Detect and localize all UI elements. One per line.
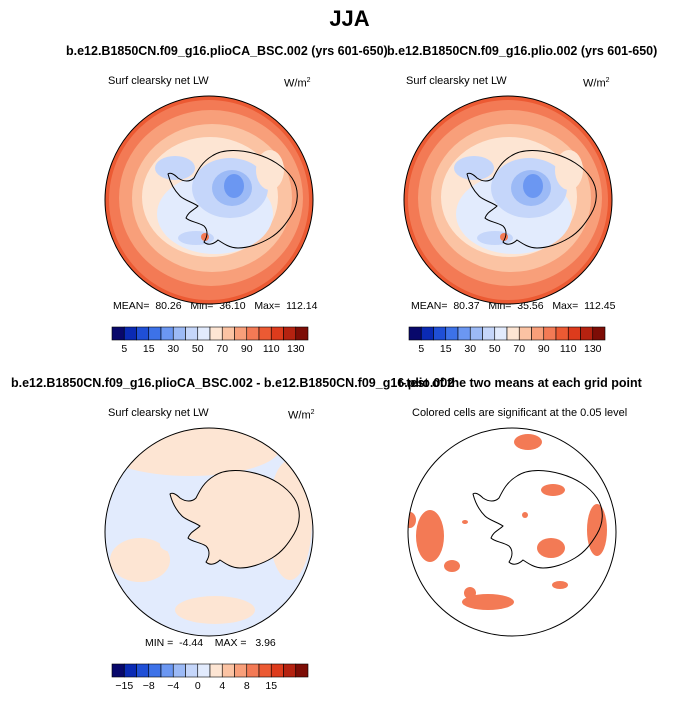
- colorbar-swatch: [185, 326, 199, 341]
- colorbar-tick-label: 50: [489, 343, 501, 355]
- colorbar-swatch: [209, 326, 223, 341]
- colorbar-swatch: [123, 663, 137, 678]
- colorbar-swatch: [197, 663, 211, 678]
- colorbar-swatch: [209, 663, 223, 678]
- colorbar-swatch: [221, 663, 235, 678]
- colorbar-swatch: [123, 326, 137, 341]
- stats-bottom-left: MIN = -4.44 MAX = 3.96: [145, 637, 276, 649]
- colorbar-swatch: [543, 326, 557, 341]
- colorbar-swatch: [197, 326, 211, 341]
- colorbar-swatch: [433, 326, 447, 341]
- colorbar-top-left: 5 15 30 50 70 90 110 130: [111, 326, 309, 355]
- colorbar-swatch: [270, 663, 284, 678]
- panel-title-top-left: b.e12.B1850CN.f09_g16.plioCA_BSC.002 (yr…: [66, 44, 388, 58]
- colorbar-top-right: 5 15 30 50 70 90 110 130: [408, 326, 606, 355]
- panel-title-bottom-right: t-test of the two means at each grid poi…: [398, 376, 642, 390]
- colorbar-swatch: [234, 663, 248, 678]
- colorbar-tick-label: 15: [440, 343, 452, 355]
- colorbar-swatch: [136, 663, 150, 678]
- colorbar-swatch: [148, 663, 162, 678]
- colorbar-swatch: [531, 326, 545, 341]
- subtitle-bottom-right: Colored cells are significant at the 0.0…: [412, 407, 628, 419]
- colorbar-tick-label: 90: [538, 343, 550, 355]
- colorbar-swatch: [295, 326, 309, 341]
- colorbar-swatch: [111, 663, 125, 678]
- colorbar-tick-label: −8: [143, 680, 155, 692]
- colorbar-swatch: [246, 663, 260, 678]
- panel-title-top-right: b.e12.B1850CN.f09_g16.plio.002 (yrs 601-…: [387, 44, 658, 58]
- colorbar-swatch: [246, 326, 260, 341]
- colorbar-swatch: [518, 326, 532, 341]
- colorbar-swatch: [567, 326, 581, 341]
- colorbar-tick-label: 90: [241, 343, 253, 355]
- colorbar-tick-label: 5: [121, 343, 127, 355]
- units-top-left: W/m2: [284, 77, 311, 90]
- figure-title: JJA: [329, 6, 370, 31]
- colorbar-swatch: [420, 326, 434, 341]
- subtitle-bottom-left: Surf clearsky net LW: [108, 407, 209, 419]
- subtitle-top-right: Surf clearsky net LW: [406, 75, 507, 87]
- colorbar-tick-label: 70: [216, 343, 228, 355]
- colorbar-tick-label: 30: [464, 343, 476, 355]
- colorbar-swatch: [136, 326, 150, 341]
- colorbar-tick-label: 130: [584, 343, 602, 355]
- colorbar-swatch: [408, 326, 422, 341]
- colorbar-swatch: [148, 326, 162, 341]
- stat-max: 112.45: [584, 300, 616, 312]
- colorbar-tick-label: 15: [265, 680, 277, 692]
- colorbar-swatch: [172, 663, 186, 678]
- colorbar-tick-label: −15: [115, 680, 133, 692]
- colorbar-bottom-left: −15 −8 −4 0 4 8 15: [111, 663, 309, 692]
- colorbar-swatch: [494, 326, 508, 341]
- colorbar-swatch: [580, 326, 594, 341]
- colorbar-swatch: [258, 326, 272, 341]
- units-top-right: W/m2: [583, 77, 610, 90]
- map-top-left: [104, 95, 314, 305]
- units-bottom-left: W/m2: [288, 409, 315, 422]
- colorbar-swatch: [172, 326, 186, 341]
- colorbar-swatch: [445, 326, 459, 341]
- subtitle-top-left: Surf clearsky net LW: [108, 75, 209, 87]
- colorbar-tick-label: 0: [195, 680, 201, 692]
- map-bottom-right: [407, 427, 617, 637]
- colorbar-tick-label: 5: [418, 343, 424, 355]
- colorbar-swatch: [185, 663, 199, 678]
- colorbar-tick-label: 30: [167, 343, 179, 355]
- colorbar-tick-label: −4: [167, 680, 179, 692]
- stat-mean: 80.26: [155, 300, 182, 312]
- colorbar-tick-label: 130: [287, 343, 305, 355]
- colorbar-swatch: [270, 326, 284, 341]
- stat-min: -4.44: [179, 637, 204, 649]
- colorbar-swatch: [234, 326, 248, 341]
- colorbar-swatch: [482, 326, 496, 341]
- colorbar-swatch: [457, 326, 471, 341]
- colorbar-tick-label: 50: [192, 343, 204, 355]
- stat-max: 112.14: [286, 300, 318, 312]
- colorbar-swatch: [469, 326, 483, 341]
- colorbar-swatch: [555, 326, 569, 341]
- colorbar-swatch: [283, 663, 297, 678]
- colorbar-swatch: [592, 326, 606, 341]
- colorbar-tick-label: 4: [219, 680, 225, 692]
- map-top-right: [403, 95, 613, 305]
- colorbar-tick-label: 15: [143, 343, 155, 355]
- panel-title-bottom-left: b.e12.B1850CN.f09_g16.plioCA_BSC.002 - b…: [11, 376, 455, 390]
- colorbar-swatch: [295, 663, 309, 678]
- stat-max: 3.96: [255, 637, 276, 649]
- colorbar-swatch: [160, 663, 174, 678]
- colorbar-swatch: [221, 326, 235, 341]
- colorbar-tick-label: 8: [244, 680, 250, 692]
- colorbar-swatch: [506, 326, 520, 341]
- colorbar-tick-label: 110: [560, 343, 577, 355]
- map-bottom-left: [104, 427, 314, 637]
- colorbar-swatch: [258, 663, 272, 678]
- stat-mean: 80.37: [453, 300, 480, 312]
- colorbar-tick-label: 110: [263, 343, 280, 355]
- colorbar-tick-label: 70: [513, 343, 525, 355]
- colorbar-swatch: [111, 326, 125, 341]
- colorbar-swatch: [160, 326, 174, 341]
- colorbar-swatch: [283, 326, 297, 341]
